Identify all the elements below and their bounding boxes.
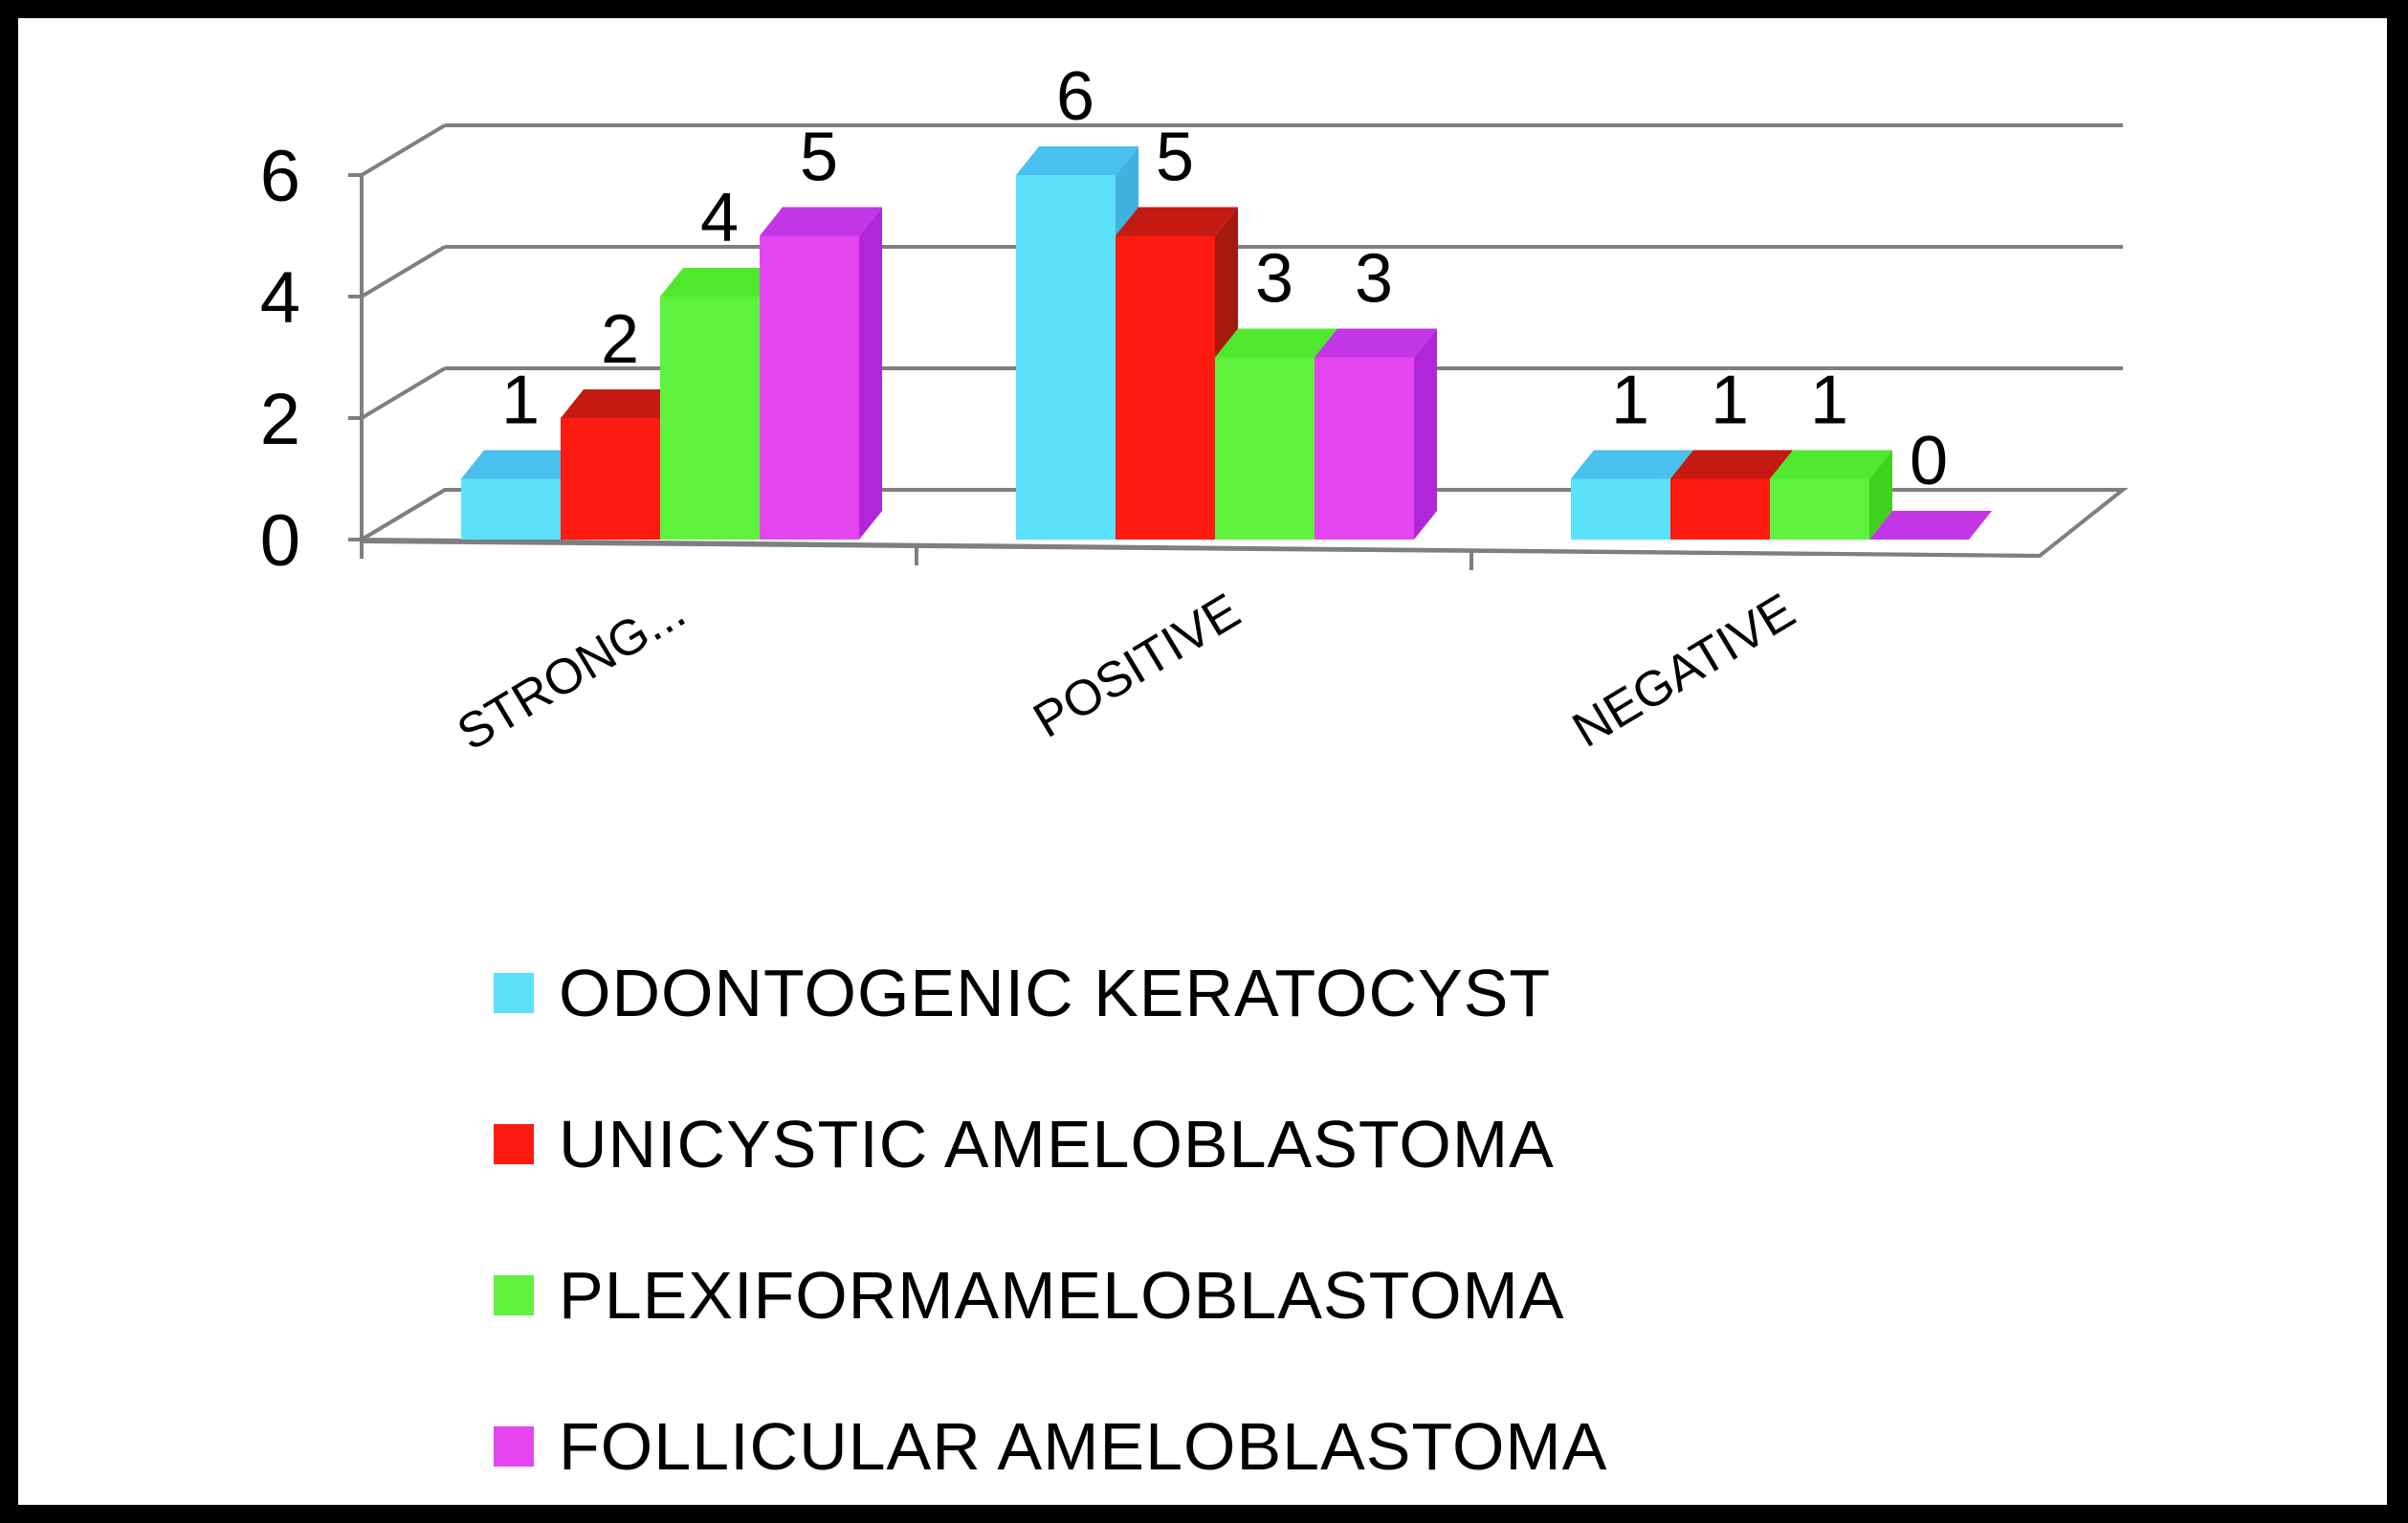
data-label: 2 (601, 301, 639, 378)
bar-top (561, 389, 683, 418)
legend-item: FOLLICULAR AMELOBLASTOMA (494, 1371, 1607, 1522)
y-tick-label: 2 (260, 379, 300, 460)
bar-front (1670, 478, 1770, 540)
bar-top (1016, 146, 1138, 175)
bar-front (1571, 478, 1670, 540)
bar-side (1869, 450, 1892, 540)
bar-front (561, 418, 660, 540)
y-tick-label: 4 (260, 257, 300, 339)
legend-item: PLEXIFORMAMELOBLASTOMA (494, 1220, 1607, 1371)
legend-item: ODONTOGENIC KERATOCYST (494, 917, 1607, 1069)
legend-swatch (494, 1426, 534, 1467)
bar-side (1414, 328, 1437, 540)
bar-front (461, 478, 561, 540)
figure-frame: 0 2 4 6 1 2 4 5 6 5 3 3 1 1 1 0 STRONG... POSITIVE NEGATIV… (18, 18, 2387, 1505)
y-tick-label: 0 (260, 500, 300, 582)
data-label: 1 (1810, 363, 1848, 439)
bar-front (1770, 478, 1869, 540)
data-label: 4 (700, 180, 739, 256)
data-label: 1 (501, 363, 540, 439)
legend-label: ODONTOGENIC KERATOCYST (559, 956, 1552, 1030)
data-label: 1 (1711, 363, 1749, 439)
gridline-side-6 (360, 123, 447, 177)
data-label: 0 (1910, 423, 1948, 499)
bar-front (1215, 357, 1314, 540)
category-label: STRONG... (448, 584, 695, 762)
bar-top (1314, 328, 1437, 358)
data-label: 5 (1156, 120, 1194, 196)
bar-side (859, 207, 882, 540)
bar-front (660, 297, 760, 540)
legend-label: PLEXIFORMAMELOBLASTOMA (559, 1258, 1565, 1333)
data-label: 3 (1355, 241, 1393, 318)
legend-swatch (494, 973, 534, 1013)
bar-top (1215, 328, 1337, 358)
legend-item: UNICYSTIC AMELOBLASTOMA (494, 1069, 1607, 1220)
legend: ODONTOGENIC KERATOCYST UNICYSTIC AMELOBLA… (494, 917, 1607, 1522)
data-label: 6 (1056, 58, 1094, 135)
bar-front (1116, 235, 1215, 540)
bar-front (1016, 175, 1116, 540)
category-label: POSITIVE (1025, 584, 1249, 749)
gridline-side-2 (360, 366, 447, 420)
bar-top (760, 207, 882, 236)
bar-top (461, 450, 584, 479)
bar-top (1869, 511, 1992, 540)
x-axis (361, 540, 2041, 558)
legend-label: FOLLICULAR AMELOBLASTOMA (559, 1409, 1608, 1484)
data-label: 1 (1611, 363, 1649, 439)
data-label: 3 (1255, 241, 1293, 318)
bar-top (1571, 450, 1693, 479)
legend-label: UNICYSTIC AMELOBLASTOMA (559, 1107, 1555, 1181)
y-tick-label: 6 (260, 136, 300, 217)
bar-top (660, 268, 783, 297)
bar-top (1670, 450, 1793, 479)
bar-top (1116, 207, 1238, 236)
data-label: 5 (800, 120, 838, 196)
category-label: NEGATIVE (1563, 584, 1804, 759)
bar-front (1314, 357, 1414, 540)
legend-swatch (494, 1124, 534, 1164)
gridline-side-4 (360, 245, 447, 298)
bar-top (1770, 450, 1892, 479)
legend-swatch (494, 1275, 534, 1315)
bar-front (760, 235, 859, 540)
